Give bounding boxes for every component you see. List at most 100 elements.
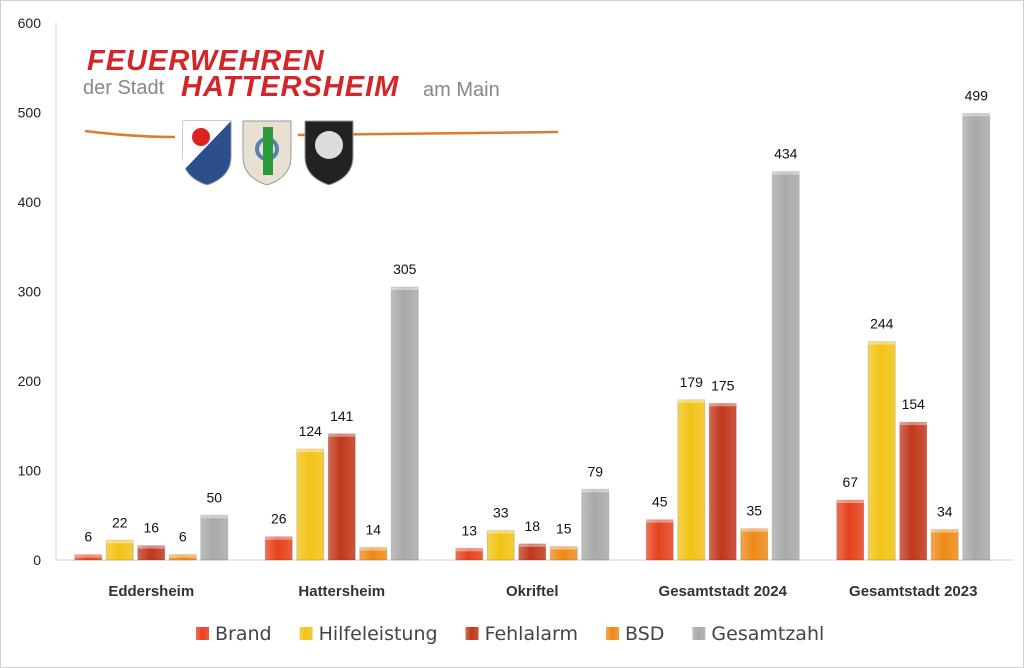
data-label: 18 (524, 518, 540, 534)
x-tick-label: Gesamtstadt 2023 (849, 583, 977, 600)
bar-fehlalarm (518, 543, 547, 561)
bar-highlight (359, 547, 387, 551)
data-label: 6 (179, 529, 187, 545)
bar-hilfeleistung (677, 399, 706, 561)
bar-highlight (646, 519, 674, 523)
x-tick-label: Gesamtstadt 2024 (659, 583, 788, 600)
bar-highlight (455, 548, 483, 552)
y-tick-label: 200 (18, 373, 42, 389)
legend-swatch (606, 627, 620, 640)
bar-fehlalarm (708, 402, 737, 561)
y-tick-label: 500 (18, 105, 42, 121)
logo-suffix: am Main (423, 79, 500, 101)
data-label: 13 (461, 522, 477, 538)
data-label: 434 (774, 146, 798, 162)
y-tick-label: 100 (18, 463, 42, 479)
bar-highlight (709, 403, 737, 407)
bar-highlight (518, 543, 546, 547)
data-label: 244 (870, 316, 894, 332)
bar-highlight (328, 433, 356, 437)
bar-fehlalarm (137, 545, 166, 561)
bar-highlight (962, 113, 990, 117)
data-label: 67 (842, 474, 858, 490)
bar-brand (645, 519, 674, 561)
x-tick-label: Eddersheim (108, 583, 194, 600)
bar-highlight (487, 530, 515, 534)
bar-bsd (359, 546, 388, 561)
bar-hilfeleistung (105, 539, 134, 561)
data-label: 305 (393, 261, 417, 277)
data-label: 33 (493, 504, 509, 520)
legend-swatch (196, 627, 209, 640)
bar-highlight (391, 287, 419, 291)
x-tick-label: Hattersheim (298, 583, 385, 600)
logo-prefix: der Stadt (83, 77, 165, 99)
bar-brand (836, 499, 865, 561)
bar-gesamtzahl (581, 488, 610, 561)
data-label: 34 (937, 504, 953, 520)
legend-swatch (465, 627, 479, 640)
data-label: 14 (365, 521, 381, 537)
bar-highlight (169, 554, 197, 558)
bar-highlight (550, 546, 578, 550)
legend-label: Brand (215, 623, 272, 645)
data-label: 22 (112, 514, 128, 530)
bar-bsd (168, 554, 197, 561)
bar-highlight (106, 540, 134, 544)
bar-highlight (581, 489, 609, 493)
bar-highlight (265, 536, 293, 540)
data-label: 26 (271, 511, 287, 527)
bar-brand (74, 554, 103, 561)
logo-line2: HATTERSHEIM (181, 71, 400, 103)
bar-hilfeleistung (296, 448, 325, 561)
bar-bsd (549, 546, 578, 561)
bar-brand (264, 536, 293, 561)
data-label: 15 (556, 521, 572, 537)
bar-highlight (899, 422, 927, 426)
bar-bsd (740, 528, 769, 561)
y-tick-label: 400 (18, 194, 42, 210)
bar-highlight (868, 341, 896, 345)
bar-fehlalarm (327, 433, 356, 561)
legend-label: Gesamtzahl (711, 623, 824, 645)
bar-highlight (137, 545, 165, 549)
coat-of-arms-icons (84, 120, 559, 185)
y-tick-label: 300 (18, 284, 42, 300)
x-tick-label: Okriftel (506, 583, 559, 600)
legend-label: BSD (625, 623, 664, 645)
data-label: 179 (680, 374, 704, 390)
data-label: 499 (965, 87, 989, 103)
data-label: 175 (711, 377, 735, 393)
data-label: 35 (746, 503, 762, 519)
data-label: 141 (330, 408, 354, 424)
bar-hilfeleistung (867, 341, 896, 561)
bar-gesamtzahl (962, 112, 991, 561)
bar-hilfeleistung (486, 529, 515, 561)
data-label: 16 (143, 520, 159, 536)
feuerwehr-logo: FEUERWEHREN der Stadt HATTERSHEIM am Mai… (83, 45, 563, 185)
y-tick-label: 600 (18, 15, 42, 31)
bar-fehlalarm (899, 421, 928, 561)
bar-highlight (74, 554, 102, 558)
legend-swatch (299, 627, 313, 640)
y-tick-label: 0 (33, 552, 41, 568)
data-label: 6 (84, 529, 92, 545)
bar-highlight (931, 529, 959, 533)
bar-highlight (740, 528, 768, 532)
data-label: 79 (587, 463, 603, 479)
bar-highlight (200, 515, 228, 519)
logo-line1: FEUERWEHREN (87, 45, 325, 77)
bar-highlight (296, 449, 324, 453)
data-label: 154 (902, 396, 926, 412)
bar-highlight (836, 500, 864, 504)
bar-bsd (930, 529, 959, 561)
legend-swatch (692, 627, 706, 640)
legend-label: Fehlalarm (485, 623, 578, 645)
legend-label: Hilfeleistung (319, 623, 438, 645)
bar-brand (455, 547, 484, 561)
data-label: 45 (652, 494, 668, 510)
bar-gesamtzahl (390, 286, 419, 561)
bar-highlight (677, 399, 705, 403)
bar-gesamtzahl (771, 171, 800, 561)
